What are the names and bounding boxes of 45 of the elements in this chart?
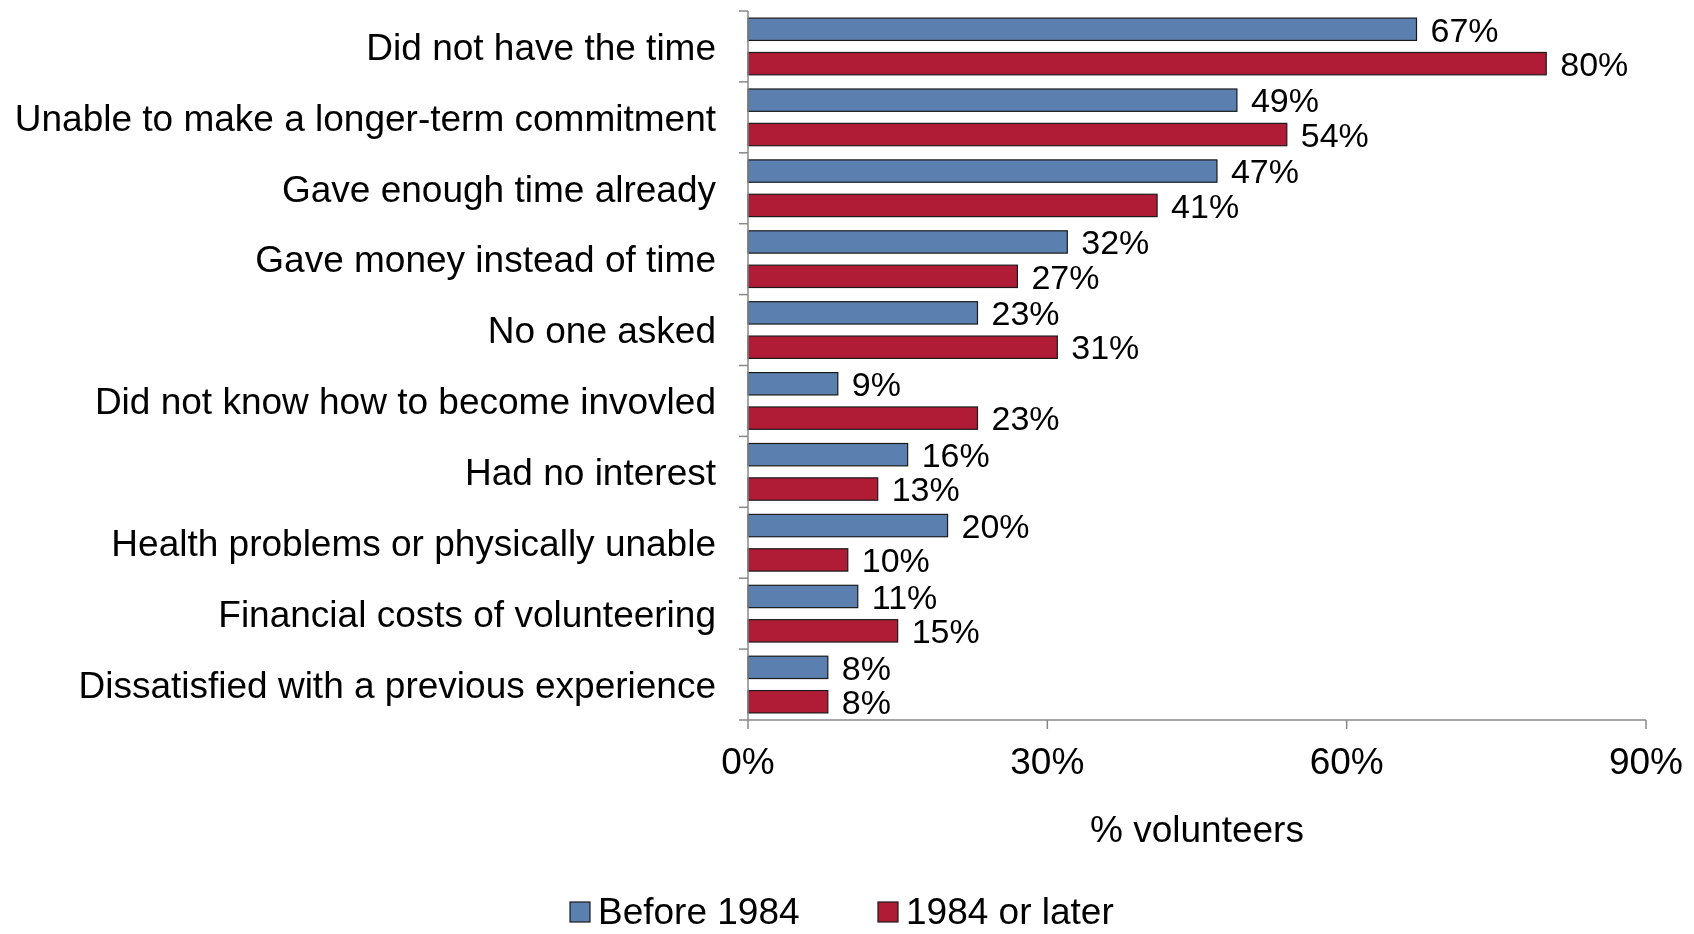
bar xyxy=(747,51,1547,76)
bar xyxy=(747,335,1058,360)
y-tick-label: Financial costs of volunteering xyxy=(218,593,716,635)
y-tick-label: Gave enough time already xyxy=(282,168,717,210)
bar xyxy=(747,122,1288,147)
bar xyxy=(747,584,859,609)
x-tick-label: 60% xyxy=(1309,741,1384,782)
bar xyxy=(747,619,899,643)
bar xyxy=(747,264,1018,289)
bar xyxy=(747,371,839,396)
data-label: 67% xyxy=(1430,10,1499,49)
y-tick-label: Did not have the time xyxy=(366,26,716,68)
y-tick-label: Gave money instead of time xyxy=(255,239,716,281)
bar xyxy=(747,17,1418,42)
bar xyxy=(747,513,949,538)
y-tick-label: No one asked xyxy=(487,310,716,352)
y-tick-label: Unable to make a longer-term commitment xyxy=(14,97,717,139)
y-tick-label: Health problems or physically unable xyxy=(111,523,716,565)
x-tick-label: 90% xyxy=(1608,741,1684,782)
x-tick-label: 0% xyxy=(721,741,775,782)
data-label: 31% xyxy=(1071,328,1140,367)
y-tick-label: Had no interest xyxy=(465,452,717,494)
data-label: 23% xyxy=(991,294,1060,333)
data-label: 23% xyxy=(991,399,1060,438)
y-tick-label: Did not know how to become invovled xyxy=(94,381,716,423)
legend-label: Before 1984 xyxy=(598,890,800,932)
y-tick-label: Dissatisfied with a previous experience xyxy=(78,664,716,706)
bar xyxy=(747,406,979,430)
legend-label: 1984 or later xyxy=(906,890,1114,932)
data-label: 80% xyxy=(1560,44,1629,83)
x-tick-label: 30% xyxy=(1010,741,1085,782)
x-axis-title: % volunteers xyxy=(1090,809,1304,850)
bar xyxy=(747,193,1158,218)
data-label: 9% xyxy=(851,365,901,403)
data-label: 20% xyxy=(961,506,1030,545)
bar xyxy=(747,689,829,714)
bar xyxy=(747,655,829,680)
bar xyxy=(747,442,909,467)
bar xyxy=(747,159,1218,183)
bar xyxy=(747,477,879,501)
bar xyxy=(747,548,849,572)
bar xyxy=(747,230,1068,254)
data-label: 10% xyxy=(861,541,930,580)
bar xyxy=(747,301,979,325)
bar xyxy=(747,88,1238,112)
